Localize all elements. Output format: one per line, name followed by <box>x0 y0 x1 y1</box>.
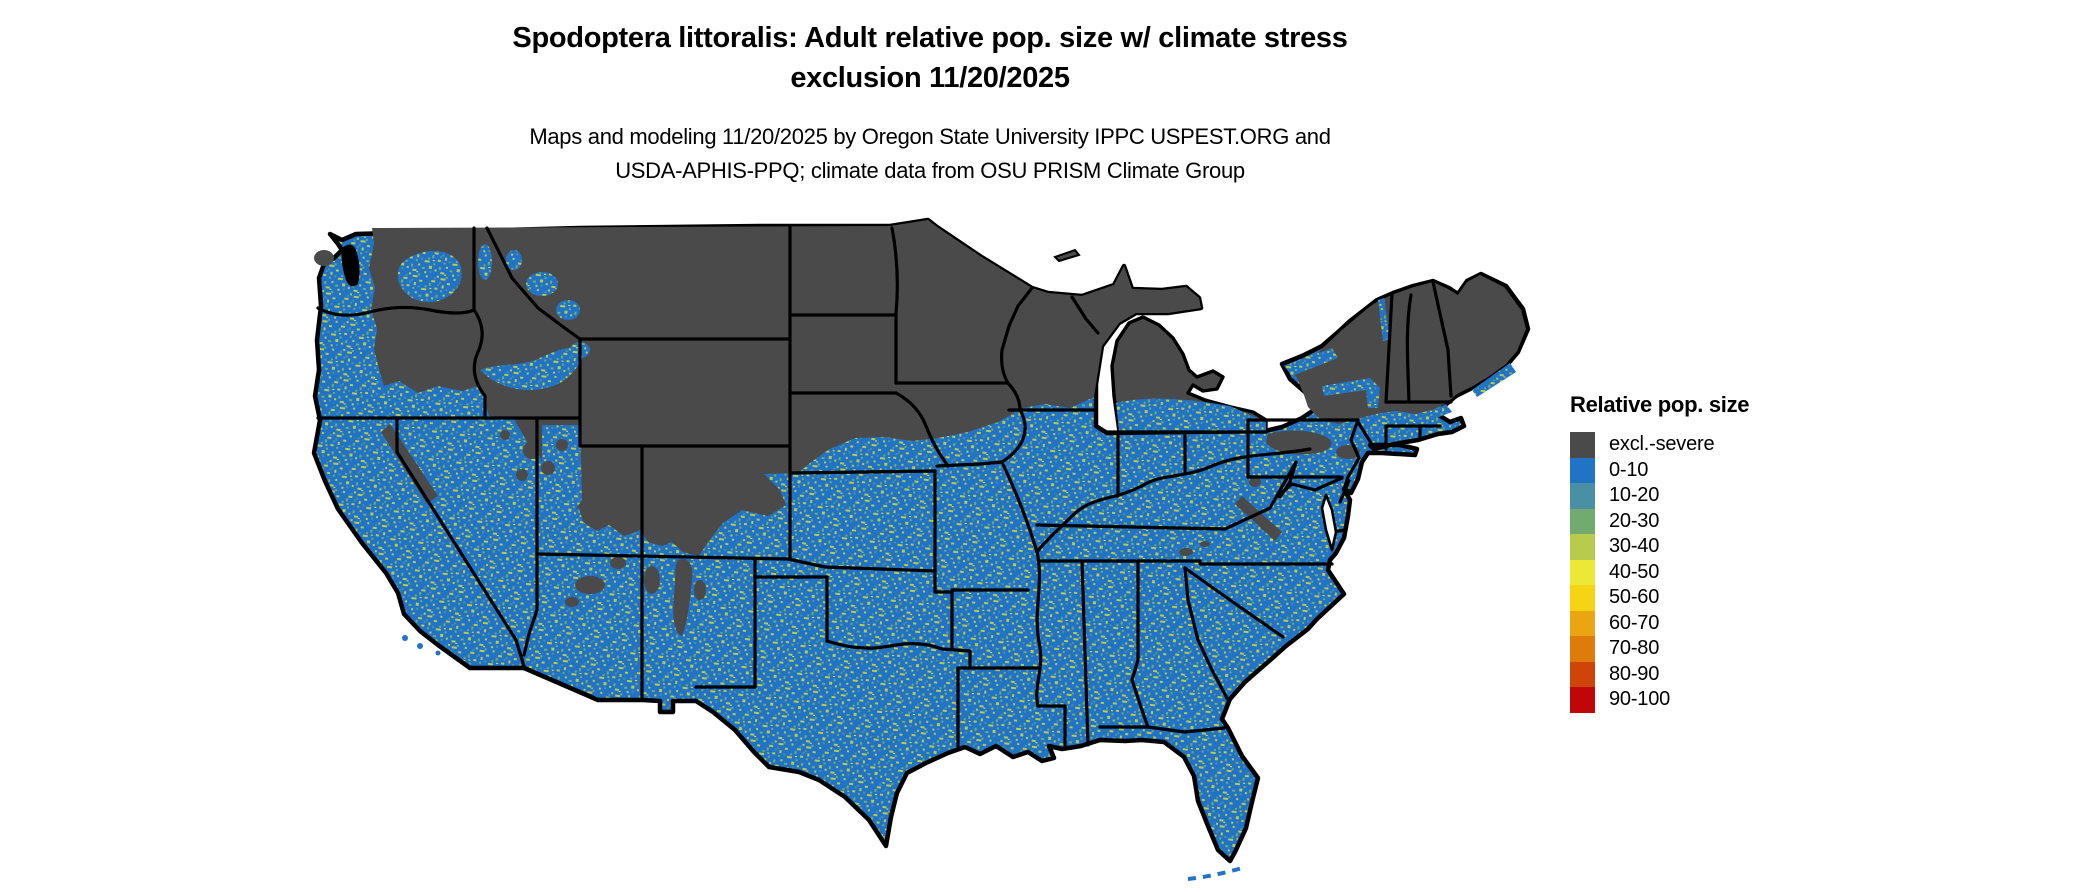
legend-item-label: 0-10 <box>1609 458 1649 481</box>
legend-item-label: excl.-severe <box>1609 433 1715 456</box>
legend-item: 50-60 <box>1570 585 1870 611</box>
channel-islands <box>402 635 441 656</box>
legend-color-swatch <box>1570 508 1595 534</box>
legend-title: Relative pop. size <box>1570 392 1750 417</box>
legend-item-label: 80-90 <box>1609 662 1660 685</box>
us-choropleth-map <box>280 200 1580 892</box>
legend-item: 20-30 <box>1570 508 1870 534</box>
map-subtitle: Maps and modeling 11/20/2025 by Oregon S… <box>290 120 1570 188</box>
legend-color-swatch <box>1570 534 1595 560</box>
map-title: Spodoptera littoralis: Adult relative po… <box>290 18 1570 98</box>
legend-item: 80-90 <box>1570 661 1870 687</box>
legend-color-swatch <box>1570 610 1595 636</box>
map-subtitle-line2: USDA-APHIS-PPQ; climate data from OSU PR… <box>615 158 1245 183</box>
legend-color-swatch <box>1570 661 1595 687</box>
legend-item-label: 40-50 <box>1609 560 1660 583</box>
legend-item-label: 90-100 <box>1609 688 1671 711</box>
puget-sound <box>341 244 360 287</box>
map-title-line1: Spodoptera littoralis: Adult relative po… <box>512 22 1348 54</box>
legend-item-label: 60-70 <box>1609 611 1660 634</box>
legend-item: excl.-severe <box>1570 432 1870 458</box>
legend-item: 70-80 <box>1570 636 1870 662</box>
legend-item-label: 20-30 <box>1609 509 1660 532</box>
chesapeake-bay <box>1320 493 1338 552</box>
legend-item-label: 50-60 <box>1609 586 1660 609</box>
legend-color-swatch <box>1570 483 1595 509</box>
legend-item-label: 10-20 <box>1609 484 1660 507</box>
map-title-line2: exclusion 11/20/2025 <box>790 62 1070 94</box>
legend-items: excl.-severe 0-10 10-20 20-30 30-40 40-5… <box>1570 432 1870 713</box>
isle-royale <box>1053 248 1081 263</box>
legend-item-label: 30-40 <box>1609 535 1660 558</box>
legend-item: 10-20 <box>1570 483 1870 509</box>
legend-item: 30-40 <box>1570 534 1870 560</box>
florida-keys <box>1187 866 1243 881</box>
legend-color-swatch <box>1570 636 1595 662</box>
legend-item: 60-70 <box>1570 610 1870 636</box>
legend-item: 0-10 <box>1570 457 1870 483</box>
us-map-svg <box>311 217 1531 881</box>
legend-item: 40-50 <box>1570 559 1870 585</box>
legend-item: 90-100 <box>1570 687 1870 713</box>
map-subtitle-line1: Maps and modeling 11/20/2025 by Oregon S… <box>529 124 1331 149</box>
state-borders <box>316 224 1453 751</box>
legend-item-label: 70-80 <box>1609 637 1660 660</box>
legend: Relative pop. size excl.-severe 0-10 10-… <box>1570 392 1870 713</box>
legend-color-swatch <box>1570 585 1595 611</box>
legend-color-swatch <box>1570 559 1595 585</box>
michigan-south-included <box>1116 398 1266 431</box>
legend-color-swatch <box>1570 432 1595 458</box>
legend-color-swatch <box>1570 687 1595 713</box>
included-valley-patches <box>397 244 1516 530</box>
legend-color-swatch <box>1570 457 1595 483</box>
